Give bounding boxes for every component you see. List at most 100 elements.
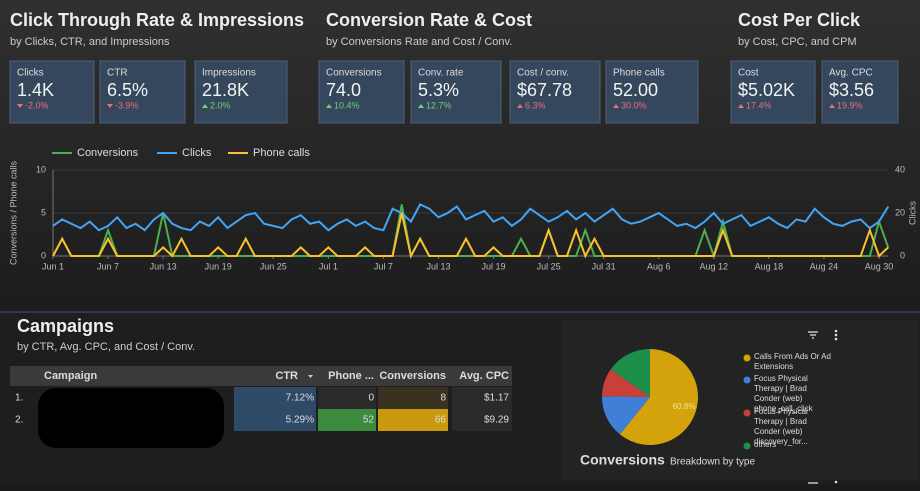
legend-line: Conder (web): [754, 394, 803, 403]
x-tick-label: Aug 12: [700, 261, 729, 271]
x-tick-label: Aug 18: [755, 261, 784, 271]
legend-label: Calls From Ads Or Ad Extensions: [754, 352, 831, 371]
kpi-label: Cost: [738, 68, 759, 79]
legend-line: discovery_for...: [754, 437, 808, 446]
legend-label: others: [754, 440, 776, 449]
legend-label: Focus Physical Therapy | Brad Conder (web)…: [754, 374, 814, 413]
kpi-card: [194, 60, 288, 124]
pie-slice: [602, 396, 650, 435]
table-cell: $1.17: [484, 393, 509, 404]
x-tick-label: Jun 7: [97, 261, 119, 271]
menu-icon: [834, 480, 838, 484]
x-tick-label: Jun 19: [205, 261, 232, 271]
delta-arrow: [326, 104, 332, 108]
kpi-card: [509, 60, 601, 124]
kpi-value: 5.3%: [418, 80, 459, 100]
section-subtitle: by Cost, CPC, and CPM: [738, 36, 857, 48]
delta-arrow: [613, 104, 619, 108]
table-cell-bg: [318, 387, 376, 409]
sort-icon: [308, 375, 313, 378]
x-tick-label: Aug 24: [810, 261, 839, 271]
kpi-delta: 6.3%: [525, 100, 546, 110]
x-tick-label: Jul 31: [592, 261, 616, 271]
y-tick-label: 5: [41, 207, 46, 217]
x-tick-label: Jun 25: [260, 261, 287, 271]
table-cell: 5.29%: [286, 415, 314, 426]
table-cell-bg: [234, 387, 316, 409]
kpi-delta: 19.9%: [837, 100, 863, 110]
delta-arrow: [829, 104, 835, 108]
table-header-bg: [10, 366, 512, 386]
kpi-value: 1.4K: [17, 80, 54, 100]
top-panel: [0, 0, 920, 312]
legend-line: phone_call_click: [754, 404, 814, 413]
legend-line: Conder (web): [754, 427, 803, 436]
x-tick-label: Jul 19: [482, 261, 506, 271]
kpi-value: $3.56: [829, 80, 874, 100]
y2-tick-label: 40: [895, 164, 905, 174]
legend-line: Extensions: [754, 362, 793, 371]
table-header: Campaign: [44, 370, 97, 382]
legend-label: Focus Physical Therapy | Brad Conder (web)…: [754, 407, 808, 446]
legend-label: Clicks: [182, 147, 212, 159]
kpi-label: Conversions: [326, 68, 382, 79]
delta-arrow: [517, 104, 523, 108]
kpi-card: [9, 60, 95, 124]
kpi-value: 6.5%: [107, 80, 148, 100]
table-cell: 8: [440, 393, 446, 404]
kpi-label: Avg. CPC: [829, 68, 873, 79]
table-cell-bg: [318, 409, 376, 431]
kpi-delta: 17.4%: [746, 100, 772, 110]
kpi-card: [730, 60, 816, 124]
kpi-card: [821, 60, 899, 124]
section-title: Cost Per Click: [738, 10, 861, 30]
section-subtitle: by CTR, Avg. CPC, and Cost / Conv.: [17, 341, 195, 353]
pie-subtitle: Breakdown by type: [670, 457, 755, 468]
kpi-label: Conv. rate: [418, 68, 464, 79]
pie-title: Conversions: [580, 452, 665, 468]
table-cell: 7.12%: [286, 393, 314, 404]
table-cell: 0: [368, 393, 374, 404]
legend-label: Conversions: [77, 147, 139, 159]
redacted: [38, 388, 224, 448]
legend-dot: [743, 442, 751, 450]
x-tick-label: Aug 30: [865, 261, 894, 271]
table-cell: 66: [435, 415, 447, 426]
pie-slice: [602, 369, 650, 397]
y-axis-label: Conversions / Phone calls: [8, 160, 18, 265]
footer: [0, 484, 920, 491]
x-tick-label: Aug 6: [647, 261, 671, 271]
legend-line: Calls From Ads Or Ad: [754, 352, 831, 361]
kpi-label: Phone calls: [613, 68, 665, 79]
legend-dot: [743, 376, 751, 384]
section-title: Click Through Rate & Impressions: [10, 10, 304, 30]
y-tick-label: 0: [41, 250, 46, 260]
section-title: Campaigns: [17, 316, 114, 336]
menu-icon: [834, 329, 838, 333]
kpi-delta: 2.0%: [210, 100, 231, 110]
legend-label: Phone calls: [253, 147, 310, 159]
delta-arrow: [107, 104, 113, 108]
table-cell-bg: [234, 409, 316, 431]
kpi-card: [605, 60, 699, 124]
pie-slice: [610, 349, 650, 397]
kpi-card: [99, 60, 186, 124]
kpi-value: $5.02K: [738, 80, 795, 100]
x-tick-label: Jul 13: [426, 261, 450, 271]
table-cell: $9.29: [484, 415, 509, 426]
table-cell: 52: [363, 415, 375, 426]
legend-line: Focus Physical: [754, 374, 808, 383]
kpi-label: CTR: [107, 68, 128, 79]
delta-arrow: [418, 104, 424, 108]
kpi-value: 52.00: [613, 80, 658, 100]
legend-dot: [743, 354, 751, 362]
y-tick-label: 10: [36, 164, 46, 174]
delta-arrow: [17, 104, 23, 108]
table-cell-bg: [378, 387, 448, 409]
kpi-delta: -3.9%: [115, 100, 139, 110]
table-header: Phone ...: [328, 370, 374, 382]
y2-axis-label: Clicks: [907, 201, 917, 225]
section-subtitle: by Conversions Rate and Cost / Conv.: [326, 36, 512, 48]
table-cell: 2.: [15, 415, 23, 426]
y2-tick-label: 0: [900, 250, 905, 260]
